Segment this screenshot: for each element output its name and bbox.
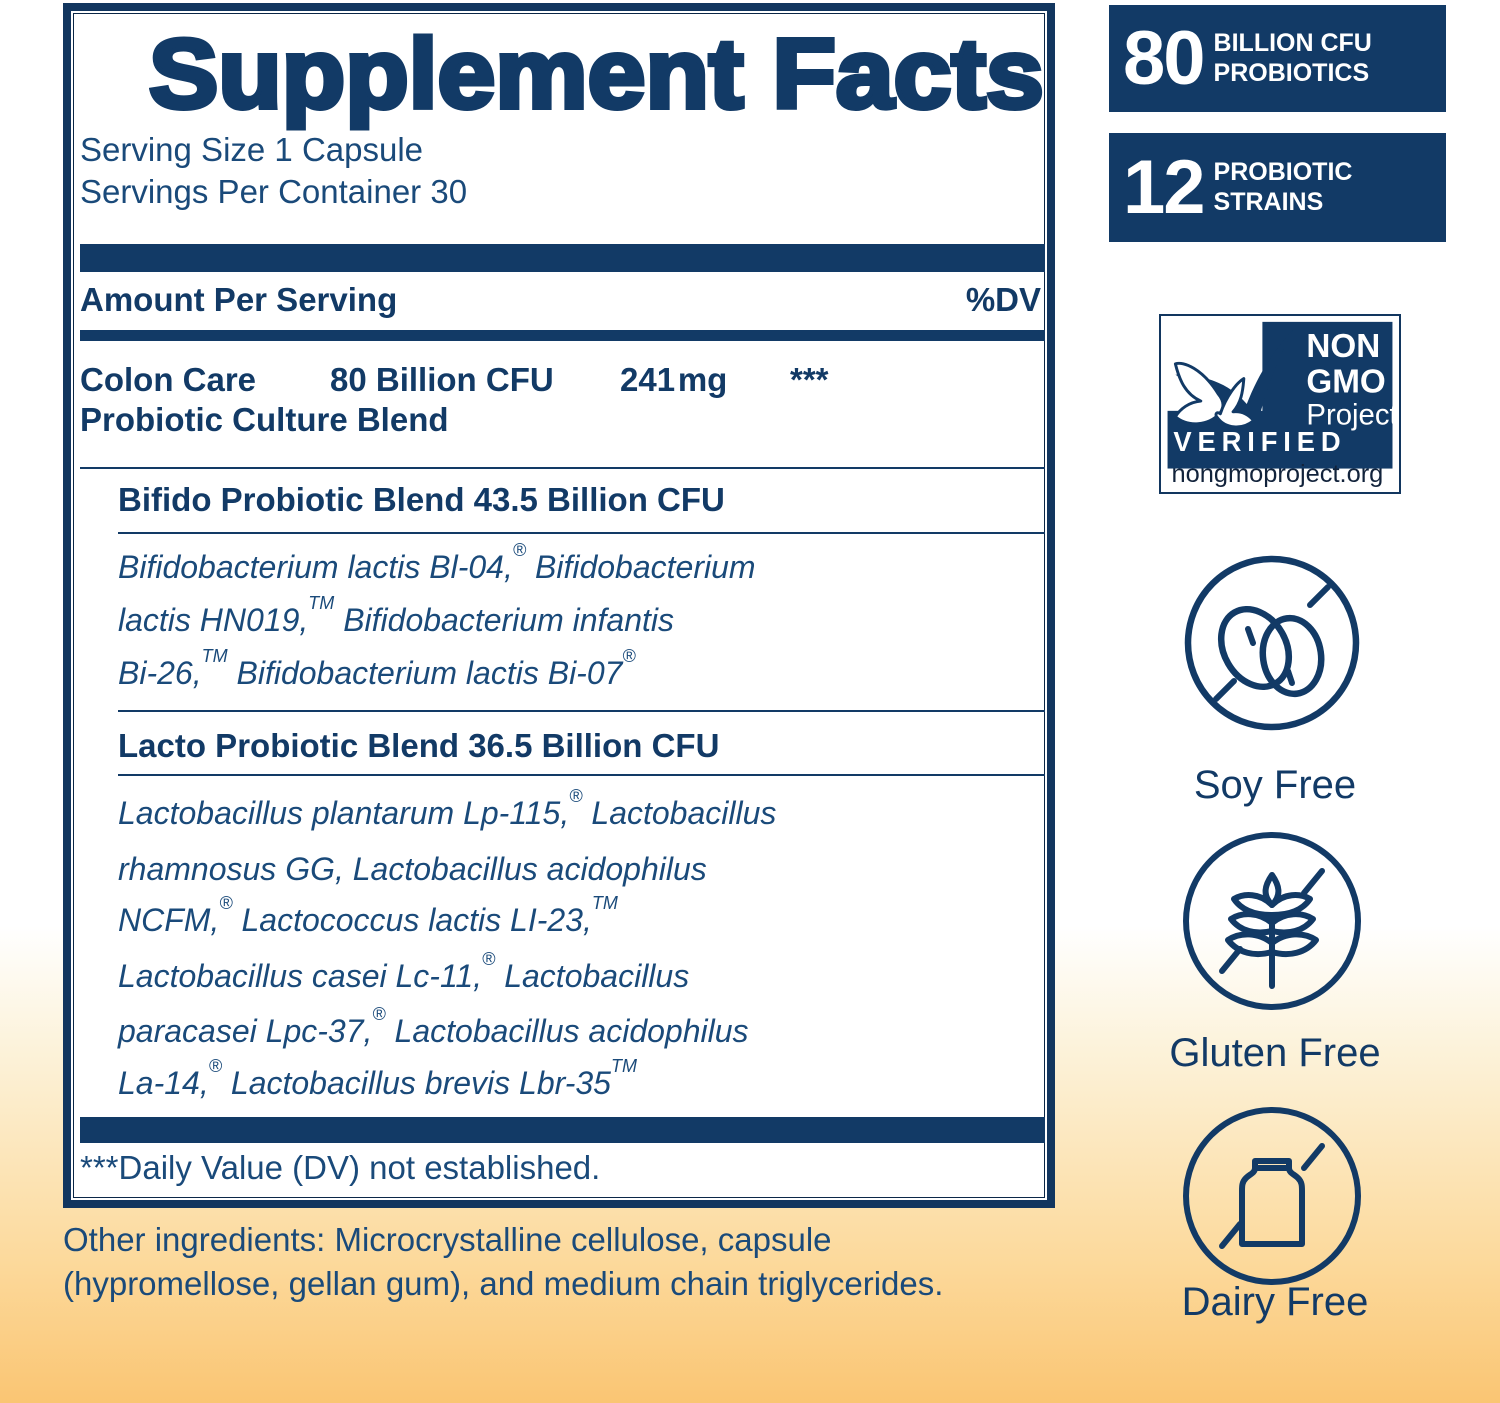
svg-text:NON: NON (1306, 328, 1380, 365)
svg-text:GMO: GMO (1306, 363, 1385, 400)
svg-text:nongmoproject.org: nongmoproject.org (1171, 460, 1383, 488)
svg-text:VERIFIED: VERIFIED (1173, 426, 1346, 457)
